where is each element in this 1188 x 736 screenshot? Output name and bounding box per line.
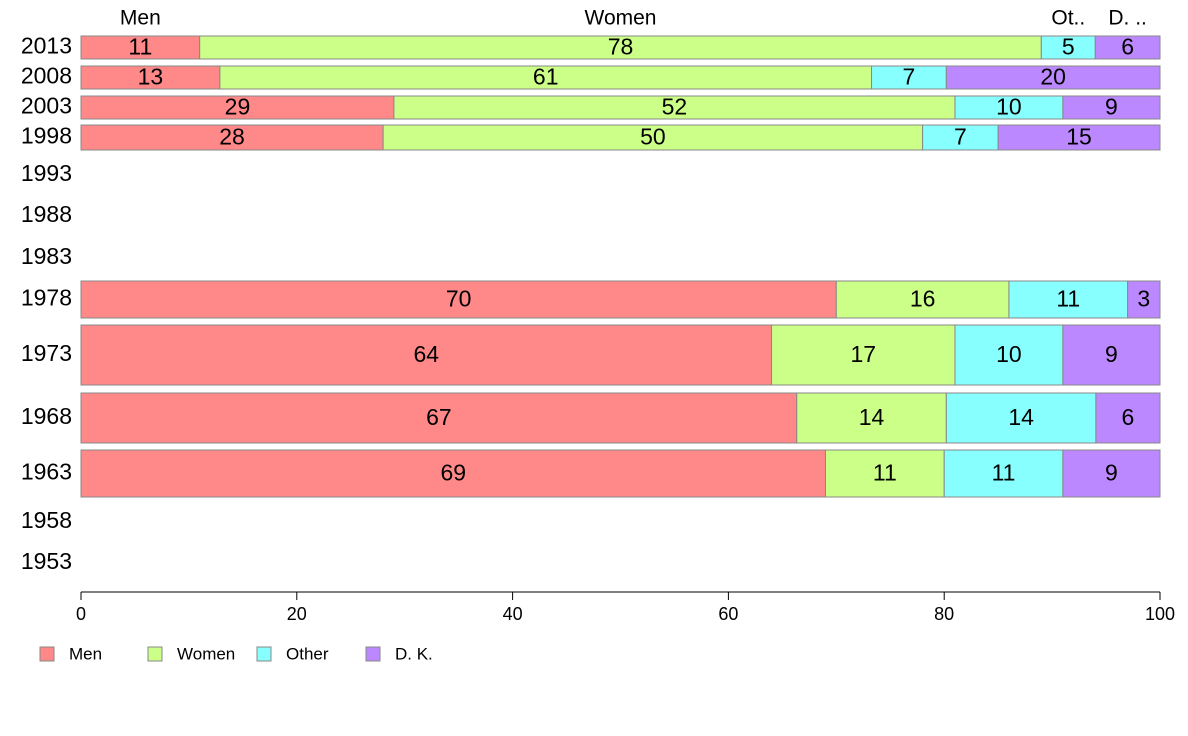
y-tick-label-2003: 2003 bbox=[21, 93, 72, 119]
bar-1978-other bbox=[1008, 280, 1129, 319]
bar-1968-women bbox=[796, 392, 947, 444]
bar-2008-dk bbox=[945, 65, 1161, 90]
data-label-1998-women: 50 bbox=[640, 124, 666, 150]
top-label-3: Ot.. bbox=[1051, 7, 1085, 30]
data-label-1963-men: 69 bbox=[440, 460, 466, 486]
bar-1963-other bbox=[943, 449, 1064, 498]
bar-1973-other bbox=[954, 324, 1064, 386]
y-tick-label-2013: 2013 bbox=[21, 33, 72, 59]
top-label-2: Women bbox=[585, 7, 657, 30]
top-label-4: D. .. bbox=[1108, 7, 1147, 30]
data-label-1978-dk: 3 bbox=[1137, 286, 1150, 312]
top-label-1: Men bbox=[120, 7, 161, 30]
data-label-2003-other: 10 bbox=[996, 94, 1022, 120]
y-tick-label-1988: 1988 bbox=[21, 201, 72, 227]
y-tick-label-2008: 2008 bbox=[21, 63, 72, 89]
y-tick-label-1998: 1998 bbox=[21, 123, 72, 149]
data-label-1973-dk: 9 bbox=[1105, 341, 1118, 367]
bar-1978-women bbox=[835, 280, 1010, 319]
y-tick-label-1968: 1968 bbox=[21, 403, 72, 429]
legend-label-women: Women bbox=[177, 644, 235, 663]
legend-label-men: Men bbox=[69, 644, 102, 663]
bar-1968-men bbox=[80, 392, 798, 444]
data-label-1973-men: 64 bbox=[413, 341, 439, 367]
data-label-2013-men: 11 bbox=[128, 34, 152, 60]
bar-1978-men bbox=[80, 280, 837, 319]
data-label-2013-other: 5 bbox=[1062, 34, 1075, 60]
y-tick-label-1953: 1953 bbox=[21, 548, 72, 574]
x-tick-label-20: 20 bbox=[287, 604, 307, 624]
data-label-2008-men: 13 bbox=[138, 64, 164, 90]
bar-1963-women bbox=[825, 449, 945, 498]
data-label-1973-other: 10 bbox=[996, 341, 1022, 367]
data-label-2013-women: 78 bbox=[608, 34, 634, 60]
data-label-1968-dk: 6 bbox=[1122, 404, 1135, 430]
y-tick-label-1993: 1993 bbox=[21, 160, 72, 186]
bar-1998-dk bbox=[997, 124, 1161, 151]
data-label-1998-dk: 15 bbox=[1066, 124, 1092, 150]
bar-1998-men bbox=[80, 124, 384, 151]
data-label-1998-men: 28 bbox=[219, 124, 245, 150]
data-label-1968-men: 67 bbox=[426, 404, 452, 430]
bar-1998-other bbox=[922, 124, 999, 151]
x-tick-label-100: 100 bbox=[1145, 604, 1175, 624]
x-tick-label-80: 80 bbox=[934, 604, 954, 624]
legend-swatch-dk bbox=[365, 646, 381, 662]
legend-swatch-women bbox=[147, 646, 163, 662]
x-tick-label-60: 60 bbox=[718, 604, 738, 624]
y-tick-label-1973: 1973 bbox=[21, 340, 72, 366]
legend-label-dk: D. K. bbox=[395, 644, 433, 663]
bar-1963-men bbox=[80, 449, 827, 498]
bar-1968-dk bbox=[1095, 392, 1161, 444]
data-label-2008-women: 61 bbox=[533, 64, 559, 90]
data-label-2008-other: 7 bbox=[903, 64, 916, 90]
data-label-1978-other: 11 bbox=[1056, 286, 1080, 312]
data-label-2003-men: 29 bbox=[225, 94, 251, 120]
y-tick-label-1978: 1978 bbox=[21, 285, 72, 311]
data-label-2003-women: 52 bbox=[662, 94, 688, 120]
bar-2003-dk bbox=[1062, 95, 1161, 120]
data-label-2013-dk: 6 bbox=[1121, 34, 1134, 60]
y-tick-label-1958: 1958 bbox=[21, 507, 72, 533]
bar-2013-dk bbox=[1094, 35, 1161, 60]
x-tick-label-40: 40 bbox=[503, 604, 523, 624]
legend-swatch-other bbox=[256, 646, 272, 662]
bar-1978-dk bbox=[1127, 280, 1161, 319]
bar-1973-men bbox=[80, 324, 773, 386]
legend-label-other: Other bbox=[286, 644, 329, 663]
x-tick-label-0: 0 bbox=[76, 604, 86, 624]
bar-1968-other bbox=[945, 392, 1097, 444]
data-label-1998-other: 7 bbox=[954, 124, 967, 150]
data-label-1963-dk: 9 bbox=[1105, 460, 1118, 486]
data-label-1978-men: 70 bbox=[446, 286, 472, 312]
data-label-1963-women: 11 bbox=[873, 460, 897, 486]
data-label-1968-women: 14 bbox=[859, 404, 885, 430]
y-tick-label-1983: 1983 bbox=[21, 243, 72, 269]
data-label-1963-other: 11 bbox=[992, 460, 1016, 486]
y-tick-label-1963: 1963 bbox=[21, 459, 72, 485]
data-label-2008-dk: 20 bbox=[1040, 64, 1066, 90]
legend-swatch-men bbox=[39, 646, 55, 662]
data-label-1973-women: 17 bbox=[850, 341, 876, 367]
bar-1998-women bbox=[382, 124, 924, 151]
data-label-1978-women: 16 bbox=[910, 286, 936, 312]
data-label-2003-dk: 9 bbox=[1105, 94, 1118, 120]
data-label-1968-other: 14 bbox=[1008, 404, 1034, 430]
bar-1973-dk bbox=[1062, 324, 1161, 386]
bar-1973-women bbox=[771, 324, 956, 386]
bar-1963-dk bbox=[1062, 449, 1161, 498]
